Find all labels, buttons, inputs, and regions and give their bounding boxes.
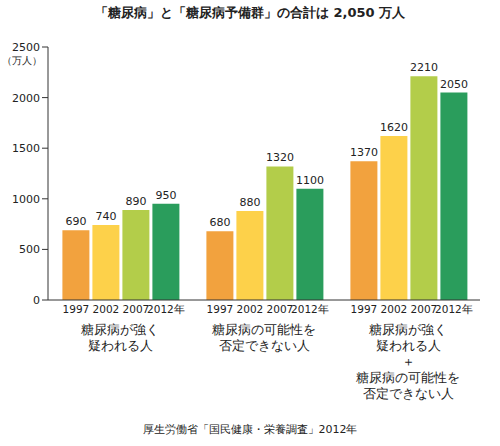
svg-text:2000: 2000	[12, 92, 40, 105]
svg-text:1000: 1000	[12, 193, 40, 206]
svg-text:2007: 2007	[411, 303, 438, 315]
svg-text:2002: 2002	[381, 303, 408, 315]
svg-text:糖尿病の可能性を否定できない人: 糖尿病の可能性を否定できない人	[212, 322, 316, 353]
svg-text:1500: 1500	[12, 142, 40, 155]
svg-text:1997: 1997	[351, 303, 378, 315]
svg-text:2007: 2007	[123, 303, 150, 315]
svg-text:0: 0	[33, 294, 40, 307]
svg-text:2012年: 2012年	[147, 303, 185, 315]
svg-text:2007: 2007	[267, 303, 294, 315]
svg-text:950: 950	[155, 189, 176, 202]
svg-text:690: 690	[65, 215, 86, 228]
html-text:（万人）: （万人）	[2, 55, 42, 66]
svg-text:1620: 1620	[380, 121, 408, 134]
svg-text:1370: 1370	[350, 146, 378, 159]
svg-text:680: 680	[209, 216, 230, 229]
svg-text:500: 500	[19, 243, 40, 256]
svg-text:1997: 1997	[63, 303, 90, 315]
html-text:厚生労働省「国民健康・栄養調査」2012年: 厚生労働省「国民健康・栄養調査」2012年	[142, 423, 358, 436]
svg-text:1320: 1320	[266, 151, 294, 164]
svg-text:740: 740	[95, 210, 116, 223]
svg-text:2002: 2002	[93, 303, 120, 315]
svg-text:880: 880	[239, 196, 260, 209]
svg-text:890: 890	[125, 195, 146, 208]
svg-text:2002: 2002	[237, 303, 264, 315]
svg-text:2012年: 2012年	[291, 303, 329, 315]
svg-text:2500: 2500	[12, 41, 40, 54]
svg-text:糖尿病が強く疑われる人: 糖尿病が強く疑われる人	[81, 322, 159, 353]
svg-text:2050: 2050	[440, 78, 468, 91]
svg-text:1100: 1100	[296, 174, 324, 187]
svg-text:2012年: 2012年	[435, 303, 473, 315]
svg-text:糖尿病が強く疑われる人＋糖尿病の可能性を否定できない人: 糖尿病が強く疑われる人＋糖尿病の可能性を否定できない人	[356, 322, 460, 401]
html-text:「糖尿病」と「糖尿病予備群」の合計は 2,050 万人: 「糖尿病」と「糖尿病予備群」の合計は 2,050 万人	[94, 5, 406, 20]
svg-text:1997: 1997	[207, 303, 234, 315]
svg-text:2210: 2210	[410, 61, 438, 74]
